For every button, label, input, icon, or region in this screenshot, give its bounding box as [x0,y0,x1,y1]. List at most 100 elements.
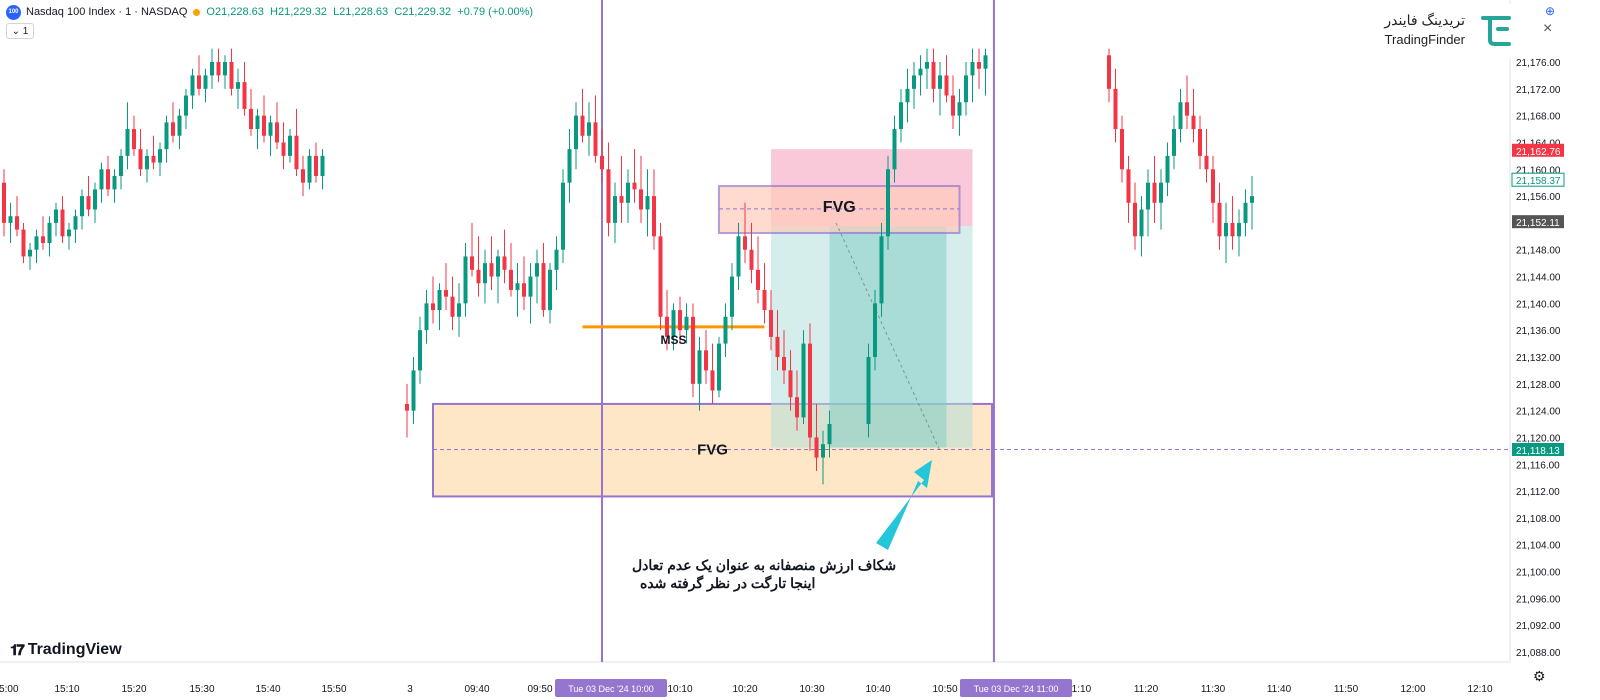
price-tick-label: 21,112.00 [1516,487,1560,498]
time-tick-label: 10:10 [667,684,692,695]
time-tick-label: 15:50 [321,684,346,695]
price-tick-label: 21,116.00 [1516,460,1560,471]
candle-body [541,263,546,311]
market-status-icon [193,8,201,16]
price-axis-panel [1510,0,1600,700]
price-tick-label: 21,128.00 [1516,380,1561,391]
add-icon[interactable]: ⊕ [1545,4,1556,18]
chevron-down-icon: ⌄ [11,25,21,37]
candle-body [1224,222,1228,237]
annotation-line-1: شکاف ارزش منصفانه به عنوان یک عدم تعادل [632,557,897,573]
candle-body [177,115,182,136]
high-value: H21,229.32 [270,6,327,18]
candle-body [99,169,104,190]
candle-body [125,129,130,156]
candle-body [1107,55,1111,89]
fvg-top-zone [718,185,961,234]
candle-body [944,75,949,96]
candle-body [736,236,741,277]
price-tick-label: 21,148.00 [1516,246,1561,257]
time-tick-label: 11:20 [1134,684,1159,695]
candle-body [522,283,526,297]
settings-gear-icon[interactable]: ⚙ [1533,668,1546,684]
time-tick-label: 15:00 [0,684,19,695]
candle-body [502,256,507,270]
candle-body [918,68,923,76]
candle-body [762,289,767,311]
candle-body [977,62,981,69]
candle-body [626,182,630,203]
open-value: O21,228.63 [206,6,264,18]
candle-body [795,397,799,418]
price-tick-label: 21,132.00 [1516,353,1561,364]
candle-body [444,289,448,297]
candle-body [606,169,611,223]
candle-body [138,149,143,170]
candle-body [8,216,13,223]
candle-body [554,249,559,270]
tradingview-logo: 𝟏𝟕 TradingView [10,641,122,659]
close-value: C21,229.32 [394,6,452,18]
interval-badge[interactable]: ⌄ 1 [6,23,34,39]
candle-body [801,343,806,418]
candle-body [132,129,136,150]
candle-body [730,276,734,317]
candle-body [1250,196,1254,203]
candle-body [723,316,728,344]
time-tick-label: 12:00 [1400,684,1425,695]
price-tick-label: 21,144.00 [1516,273,1561,284]
candle-body [639,189,643,210]
tradingfinder-watermark: تریدینگ فایندر TradingFinder [1355,4,1533,58]
symbol-header[interactable]: 100 Nasdaq 100 Index · 1 · NASDAQ O21,22… [6,4,533,20]
candle-body [873,303,877,357]
candle-body [808,343,812,438]
candle-body [73,216,78,230]
candle-body [697,350,702,384]
candle-body [938,75,942,89]
candle-body [691,316,695,384]
candle-body [431,303,435,311]
tradingfinder-logo-icon [1481,16,1511,46]
candle-body [210,62,214,76]
candle-body [1191,115,1196,130]
annotation-line-2: اینجا تارگت در نظر گرفته شده [640,575,816,591]
symbol-title[interactable]: Nasdaq 100 Index · 1 · NASDAQ [26,6,188,18]
close-icon[interactable]: × [1543,20,1553,37]
candle-body [405,403,409,411]
candle-body [600,155,604,170]
price-tick-label: 21,108.00 [1516,514,1561,525]
candle-body [983,55,988,69]
candle-body [463,256,468,304]
price-tag-box [1512,143,1564,157]
price-tick-label: 21,088.00 [1516,648,1561,659]
price-tick-label: 21,160.00 [1516,165,1561,176]
candle-body [314,155,318,176]
price-tag-label: 21,152.11 [1516,218,1560,229]
interval-badge-label: 1 [22,25,29,37]
candle-body [866,357,871,425]
candle-body [496,256,500,277]
candle-body [28,249,32,257]
candle-body [775,336,780,357]
candle-body [1204,155,1209,170]
target-arrow-icon [876,460,932,550]
price-tag-box [1512,442,1564,456]
candle-body [645,196,650,210]
price-tick-label: 21,100.00 [1516,568,1561,579]
candle-body [437,289,442,311]
candle-body [15,216,19,230]
time-tick-label: 15:30 [189,684,214,695]
candle-body [93,189,97,210]
mss-label: MSS [660,333,686,347]
candle-body [320,155,325,176]
candle-body [964,75,968,103]
candle-body [821,444,825,458]
candle-body [1165,155,1170,183]
candle-body [151,155,156,163]
candle-body [80,196,84,217]
candle-body [145,155,149,170]
time-tick-label: 10:50 [932,684,957,695]
candle-body [652,196,656,237]
candle-body [470,256,474,270]
